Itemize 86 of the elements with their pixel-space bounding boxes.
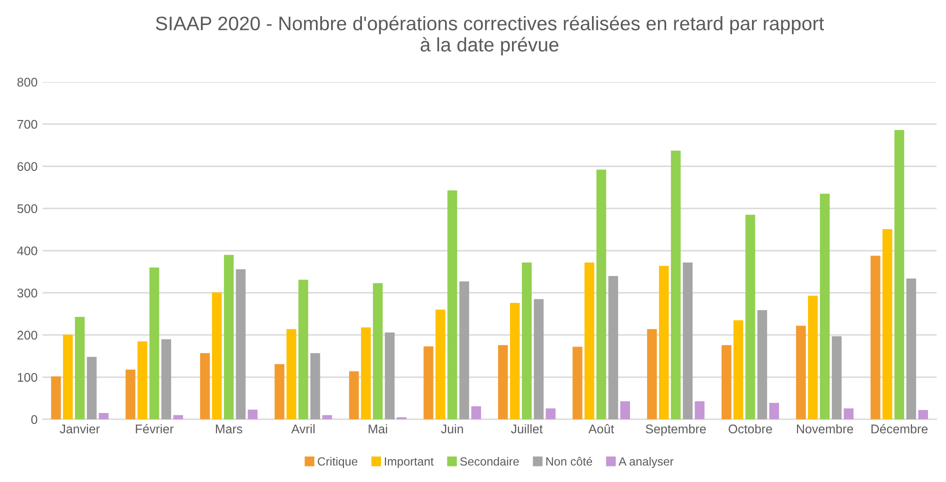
bar [286, 329, 296, 420]
bar [274, 364, 284, 420]
bar [98, 413, 109, 420]
bar [459, 281, 470, 420]
bar [906, 278, 916, 420]
legend-label: Important [384, 457, 434, 468]
x-tick-label: Février [136, 424, 174, 434]
y-tick-label: 700 [17, 120, 38, 129]
bar [608, 276, 618, 420]
bar [522, 262, 532, 420]
bar [918, 410, 928, 420]
bar [384, 332, 395, 420]
bar [820, 194, 830, 420]
bar [620, 401, 630, 420]
bar [138, 341, 148, 420]
bar [546, 408, 556, 420]
y-tick-label: 500 [17, 204, 38, 214]
bar [870, 256, 880, 420]
bar [757, 310, 768, 420]
y-tick-label: 200 [17, 330, 38, 340]
x-tick-label: Janvier [60, 424, 100, 434]
bar [86, 356, 97, 420]
bar [647, 329, 657, 420]
x-tick-label: Août [588, 424, 614, 434]
bar [224, 254, 234, 420]
y-tick-label: 0 [31, 415, 38, 424]
x-tick-label: Novembre [796, 424, 854, 434]
bar [361, 327, 371, 420]
bar [322, 415, 332, 420]
x-tick-label: Octobre [728, 424, 772, 434]
x-tick-label: Avril [291, 424, 315, 434]
bar [510, 302, 520, 420]
y-tick-label: 600 [17, 162, 38, 171]
bar [51, 376, 61, 420]
x-tick-label: Juillet [511, 424, 543, 434]
y-tick-label: 800 [17, 78, 38, 87]
x-tick-label: Juin [441, 424, 463, 434]
chart-title: SIAAP 2020 - Nombre d'opérations correctives réalisées en retard par rapport à la date prévue [156, 16, 824, 56]
bar [248, 410, 258, 420]
bar [212, 292, 222, 420]
bar [534, 299, 544, 420]
bar [733, 320, 744, 420]
y-tick-label: 400 [17, 246, 38, 256]
x-tick-label: Mai [368, 424, 388, 434]
bar [447, 190, 458, 420]
bar [844, 408, 854, 420]
bar [694, 401, 705, 420]
bar [745, 214, 756, 420]
bar [436, 310, 446, 420]
bar [572, 346, 582, 420]
bar [682, 262, 693, 420]
bar [894, 130, 904, 420]
legend-label: Secondaire [460, 456, 519, 466]
y-tick-label: 300 [17, 288, 38, 298]
x-tick-label: Mars [216, 424, 242, 434]
bar [471, 406, 482, 420]
bar [161, 339, 172, 420]
bar [722, 345, 732, 420]
bar [670, 150, 681, 420]
bar [596, 170, 606, 420]
bar [658, 266, 669, 420]
x-tick-label: Décembre [871, 424, 928, 434]
bar [349, 371, 359, 420]
bar [149, 268, 160, 420]
bar [498, 345, 508, 420]
legend-label: Non côté [546, 456, 592, 466]
bar [74, 316, 85, 420]
bar [298, 280, 308, 420]
bar [796, 326, 806, 420]
legend-label: Critique [318, 456, 358, 468]
bar [808, 296, 818, 420]
bar [236, 269, 246, 420]
bar [882, 229, 892, 420]
bar [769, 402, 780, 420]
bar [173, 415, 184, 420]
legend-label: A analyser [618, 456, 674, 468]
y-tick-label: 100 [18, 372, 38, 382]
bar [200, 353, 210, 420]
bar [63, 334, 73, 420]
bar [126, 370, 136, 420]
x-tick-label: Septembre [646, 424, 706, 436]
bar [584, 262, 594, 420]
bar [424, 346, 434, 420]
bar [310, 353, 320, 420]
bar [372, 283, 383, 420]
bar [832, 336, 842, 420]
